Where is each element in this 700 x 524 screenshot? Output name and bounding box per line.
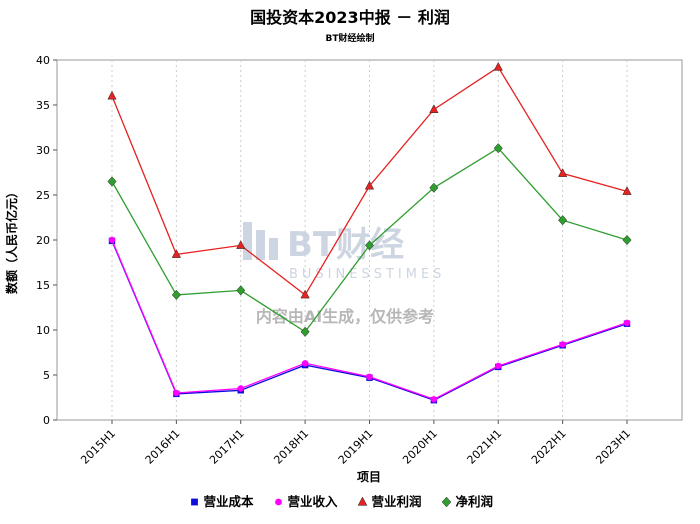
logo-bar: [256, 230, 265, 260]
x-tick-label: 2019H1: [336, 427, 376, 467]
circle-marker: [623, 319, 631, 326]
diamond-marker: [236, 285, 246, 296]
diamond-marker: [493, 143, 503, 154]
diamond-marker: [300, 326, 310, 337]
y-tick-label: 25: [36, 189, 50, 202]
triangle-marker: [171, 249, 181, 258]
triangle-marker: [558, 168, 568, 177]
y-tick-label: 15: [36, 279, 50, 292]
x-tick-label: 2017H1: [207, 427, 247, 467]
x-tick-label: 2015H1: [78, 427, 118, 467]
triangle-marker: [364, 180, 375, 190]
circle-marker: [495, 362, 502, 370]
watermark-brand-sub: BUSINESSTIMES: [289, 267, 445, 282]
diamond-marker: [107, 176, 117, 187]
y-tick-label: 40: [36, 54, 50, 67]
x-axis-label: 项目: [357, 470, 381, 484]
triangle-marker: [493, 61, 503, 71]
x-tick-label: 2023H1: [593, 427, 633, 467]
triangle-marker: [300, 289, 310, 299]
y-tick-label: 20: [36, 234, 50, 247]
legend-item: 净利润: [441, 494, 494, 509]
circle-marker: [237, 385, 244, 392]
chart-subtitle: BT财经绘制: [326, 32, 375, 44]
legend-item: 营业利润: [357, 494, 422, 509]
logo-bar: [243, 222, 252, 260]
diamond-marker: [171, 289, 181, 300]
y-tick-label: 0: [43, 414, 50, 427]
diamond-marker: [441, 496, 452, 508]
circle-marker: [430, 396, 438, 403]
legend-item: 营业收入: [275, 494, 338, 509]
x-tick-label: 2018H1: [271, 427, 311, 467]
triangle-marker: [622, 186, 632, 195]
y-tick-label: 35: [36, 99, 50, 112]
series-2: [107, 61, 632, 299]
x-tick-label: 2022H1: [529, 427, 569, 467]
y-tick-label: 10: [36, 324, 50, 337]
circle-marker: [559, 341, 566, 348]
circle-marker: [301, 360, 309, 367]
circle-marker: [173, 389, 180, 397]
circle-marker: [366, 373, 373, 380]
diamond-marker: [364, 240, 375, 251]
circle-marker: [275, 498, 282, 506]
x-tick-label: 2020H1: [400, 427, 440, 467]
chart-title: 国投资本2023中报 － 利润: [250, 8, 450, 27]
legend-label: 营业成本: [204, 494, 255, 509]
series-1: [108, 236, 631, 403]
triangle-marker: [429, 104, 439, 113]
y-tick-label: 5: [43, 369, 50, 382]
watermark-note: 内容由AI生成，仅供参考: [256, 307, 434, 326]
y-tick-label: 30: [36, 144, 50, 157]
circle-marker: [108, 236, 116, 244]
legend-label: 营业利润: [372, 494, 422, 509]
logo-bar: [269, 238, 278, 260]
triangle-marker: [357, 496, 368, 506]
diamond-marker: [558, 215, 568, 226]
x-tick-label: 2021H1: [465, 427, 505, 467]
square-marker: [191, 498, 198, 506]
triangle-marker: [107, 90, 117, 100]
legend-label: 净利润: [456, 494, 494, 509]
legend: 营业成本 营业收入 营业利润 净利润: [191, 494, 493, 509]
series-3: [107, 143, 632, 337]
diamond-marker: [622, 234, 632, 246]
y-axis-label: 数额（人民币亿元）: [4, 186, 19, 294]
triangle-marker: [236, 240, 246, 249]
legend-item: 营业成本: [191, 494, 254, 509]
legend-label: 营业收入: [288, 494, 339, 509]
x-tick-label: 2016H1: [143, 427, 183, 467]
diamond-marker: [429, 182, 439, 193]
series-layer: [107, 61, 632, 404]
